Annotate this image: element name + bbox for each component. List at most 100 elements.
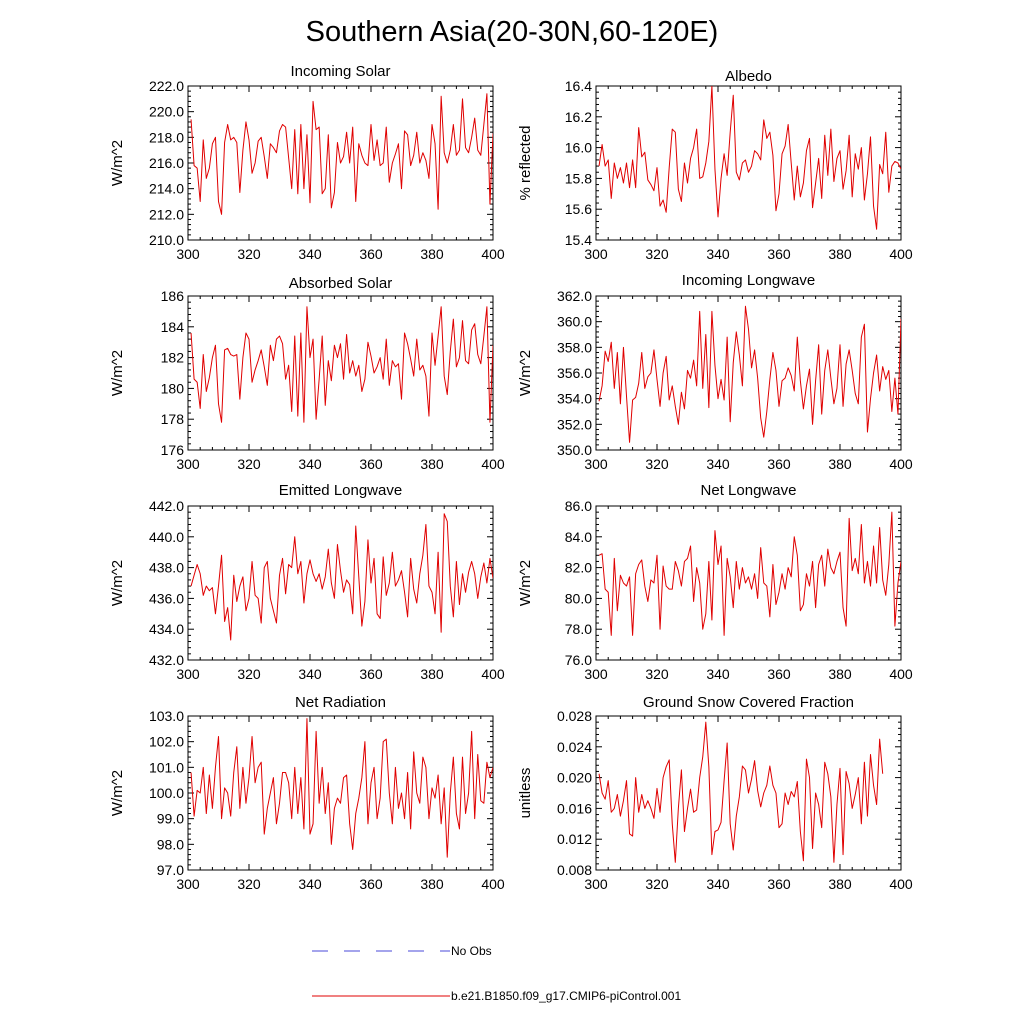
x-tick-label: 380	[828, 456, 852, 472]
y-tick-label: 16.2	[565, 109, 592, 125]
y-axis-label: W/m^2	[517, 560, 534, 606]
y-tick-label: 76.0	[565, 652, 592, 668]
x-tick-label: 340	[298, 246, 322, 262]
y-axis-label: % reflected	[517, 125, 534, 200]
y-axis-label: W/m^2	[109, 140, 126, 186]
x-tick-label: 340	[706, 876, 730, 892]
x-tick-label: 320	[645, 456, 669, 472]
panel-title: Ground Snow Covered Fraction	[643, 694, 854, 711]
y-axis-label: W/m^2	[517, 350, 534, 396]
x-tick-label: 340	[706, 246, 730, 262]
y-axis-label: unitless	[517, 768, 534, 819]
x-tick-label: 360	[767, 246, 791, 262]
x-tick-label: 320	[645, 246, 669, 262]
y-tick-label: 86.0	[565, 498, 592, 514]
series-line-incoming-longwave	[598, 305, 901, 443]
y-tick-label: 101.0	[149, 759, 184, 775]
y-tick-label: 16.4	[565, 78, 592, 94]
panel-absorbed-solar: Absorbed Solar 300 320 340 360 380 400 176 178 18…	[109, 275, 505, 472]
y-tick-label: 438.0	[149, 560, 184, 576]
x-tick-label: 360	[767, 666, 791, 682]
y-tick-label: 80.0	[565, 590, 592, 606]
x-tick-label: 320	[645, 666, 669, 682]
y-tick-label: 360.0	[557, 314, 592, 330]
x-tick-label: 320	[237, 246, 261, 262]
y-tick-label: 222.0	[149, 78, 184, 94]
y-tick-label: 0.012	[557, 831, 592, 847]
x-tick-label: 400	[481, 666, 505, 682]
y-tick-label: 434.0	[149, 621, 184, 637]
x-tick-label: 400	[889, 246, 913, 262]
x-tick-label: 400	[481, 246, 505, 262]
y-tick-label: 214.0	[149, 181, 184, 197]
plot-frame	[595, 295, 902, 451]
y-tick-label: 442.0	[149, 498, 184, 514]
y-tick-label: 436.0	[149, 590, 184, 606]
x-tick-label: 380	[828, 876, 852, 892]
panel-title: Incoming Solar	[290, 63, 390, 80]
panel-grid: Incoming Solar 300 320 340 360 380 400 210.0 212…	[109, 63, 913, 892]
y-tick-label: 212.0	[149, 206, 184, 222]
x-tick-label: 400	[481, 456, 505, 472]
y-tick-label: 432.0	[149, 652, 184, 668]
y-tick-label: 15.8	[565, 170, 592, 186]
series-line-net-radiation	[190, 718, 493, 858]
y-tick-label: 84.0	[565, 529, 592, 545]
x-tick-label: 400	[889, 456, 913, 472]
x-tick-label: 400	[889, 876, 913, 892]
legend-model-label: b.e21.B1850.f09_g17.CMIP6-piControl.001	[451, 989, 681, 1003]
y-tick-label: 182	[161, 350, 185, 366]
y-tick-label: 350.0	[557, 442, 592, 458]
y-tick-label: 15.6	[565, 201, 592, 217]
x-tick-label: 380	[420, 876, 444, 892]
y-tick-label: 78.0	[565, 621, 592, 637]
plot-frame	[595, 505, 902, 661]
x-tick-label: 360	[767, 456, 791, 472]
panel-title: Albedo	[725, 68, 772, 85]
y-tick-label: 0.020	[557, 770, 592, 786]
plot-frame	[595, 85, 902, 241]
panel-ground-snow-covered-fraction: Ground Snow Covered Fraction 300 320 340 360…	[517, 694, 913, 892]
panel-title: Net Longwave	[701, 482, 797, 499]
y-tick-label: 180	[161, 380, 185, 396]
y-tick-label: 15.4	[565, 232, 592, 248]
y-tick-label: 356.0	[557, 365, 592, 381]
x-tick-label: 300	[584, 876, 608, 892]
x-tick-label: 300	[176, 246, 200, 262]
y-tick-label: 184	[161, 319, 185, 335]
plot-frame	[187, 505, 494, 661]
y-tick-label: 178	[161, 411, 185, 427]
y-tick-label: 210.0	[149, 232, 184, 248]
panel-net-radiation: Net Radiation 300 320 340 360 380 400 97.0 98.0 9…	[109, 694, 505, 892]
y-tick-label: 82.0	[565, 560, 592, 576]
panel-title: Incoming Longwave	[682, 272, 815, 289]
plot-frame	[595, 715, 902, 871]
panel-incoming-solar: Incoming Solar 300 320 340 360 380 400 210.0 212…	[109, 63, 505, 262]
x-tick-label: 400	[889, 666, 913, 682]
x-tick-label: 340	[298, 876, 322, 892]
panel-title: Net Radiation	[295, 694, 386, 711]
panel-title: Absorbed Solar	[289, 275, 392, 292]
x-tick-label: 320	[237, 456, 261, 472]
panel-emitted-longwave: Emitted Longwave 300 320 340 360 380 400 432.0 4…	[109, 482, 505, 682]
x-tick-label: 340	[706, 456, 730, 472]
x-tick-label: 360	[359, 246, 383, 262]
panel-title: Emitted Longwave	[279, 482, 402, 499]
y-tick-label: 352.0	[557, 416, 592, 432]
x-tick-label: 320	[645, 876, 669, 892]
x-tick-label: 340	[706, 666, 730, 682]
x-tick-label: 360	[767, 876, 791, 892]
x-tick-label: 300	[176, 456, 200, 472]
panel-albedo: Albedo 300 320 340 360 380 400 15.4 15.6 15.8 16.0…	[517, 68, 913, 262]
series-line-ground-snow-covered-fraction	[598, 721, 884, 863]
series-line-incoming-solar	[190, 93, 493, 215]
panel-incoming-longwave: Incoming Longwave 300 320 340 360 380 400 350.0…	[517, 272, 913, 472]
y-tick-label: 354.0	[557, 391, 592, 407]
x-tick-label: 380	[420, 246, 444, 262]
y-tick-label: 0.016	[557, 800, 592, 816]
y-tick-label: 358.0	[557, 339, 592, 355]
x-tick-label: 360	[359, 456, 383, 472]
x-tick-label: 380	[420, 456, 444, 472]
y-tick-label: 218.0	[149, 129, 184, 145]
y-tick-label: 186	[161, 288, 185, 304]
